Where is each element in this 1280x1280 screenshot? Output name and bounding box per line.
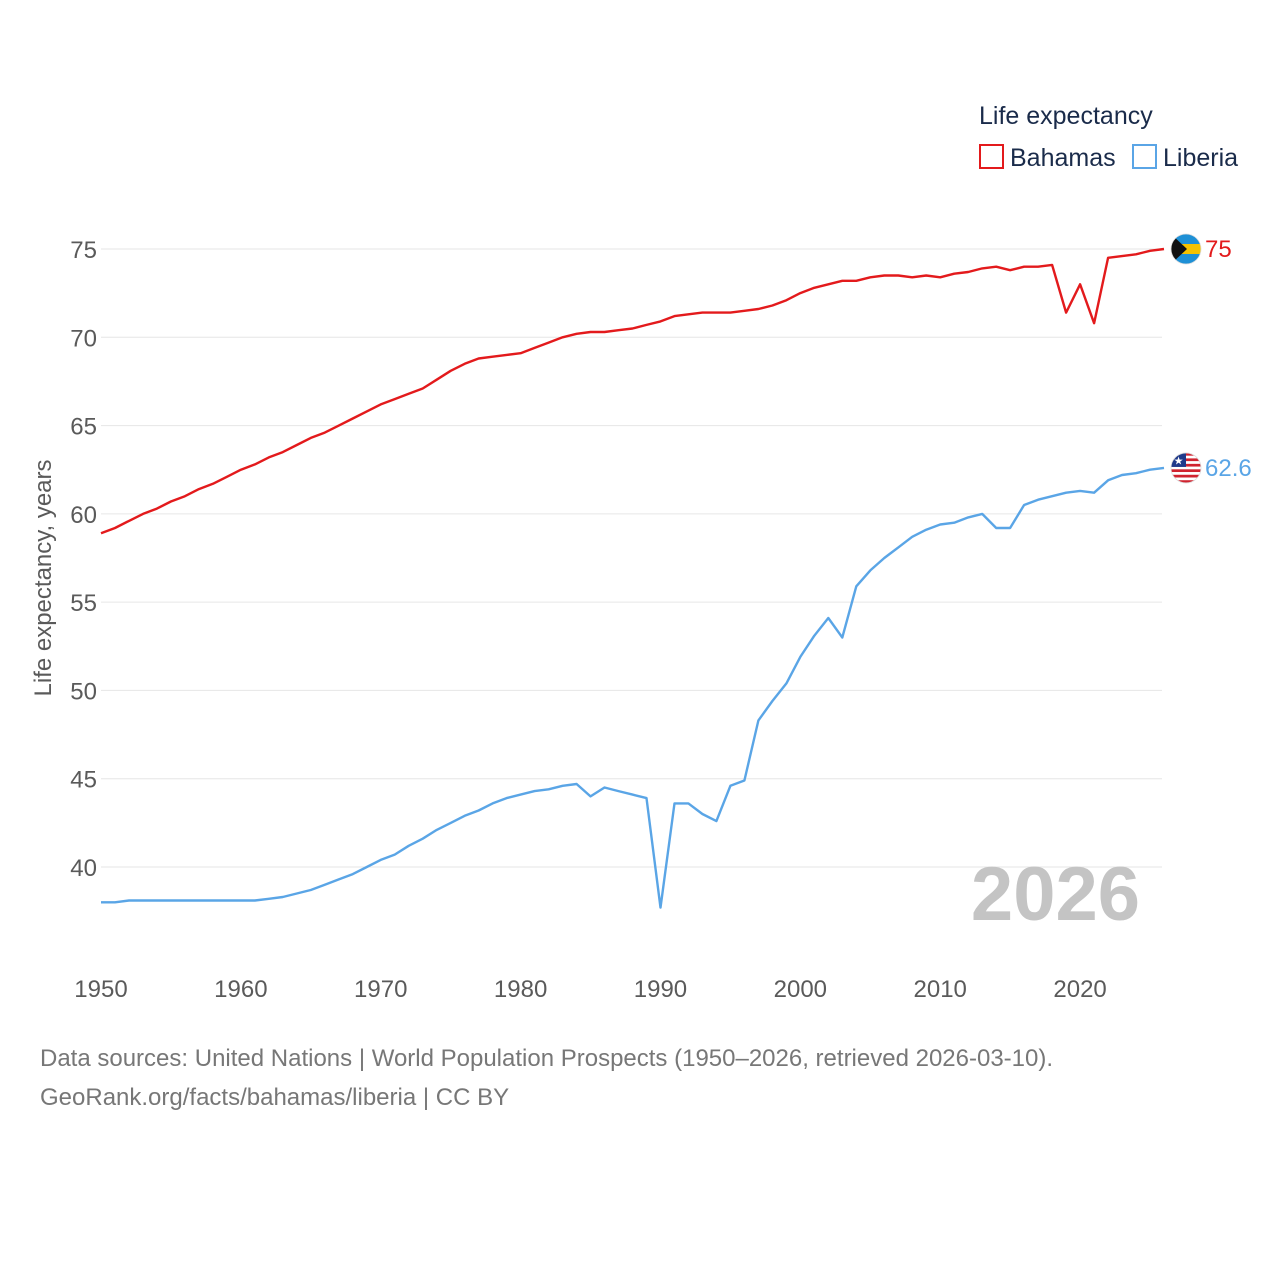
end-label-liberia: 62.6	[1205, 455, 1252, 482]
gridlines	[101, 248, 1162, 868]
legend-swatch-liberia	[1132, 144, 1157, 169]
svg-text:★: ★	[1174, 454, 1184, 467]
x-tick-1970: 1970	[354, 976, 407, 1003]
y-axis-ticks: 40 45 50 55 60 65 70 75	[70, 237, 97, 882]
y-tick-50: 50	[70, 678, 97, 705]
series-lines	[100, 247, 1165, 909]
x-tick-1950: 1950	[74, 976, 127, 1003]
series-line-liberia	[101, 466, 1165, 909]
y-tick-45: 45	[70, 767, 97, 794]
x-tick-2010: 2010	[914, 976, 967, 1003]
credit-link[interactable]: GeoRank.org/facts/bahamas/liberia | CC B…	[40, 1084, 510, 1111]
y-tick-70: 70	[70, 325, 97, 352]
x-tick-1980: 1980	[494, 976, 547, 1003]
end-label-bahamas: 75	[1205, 236, 1232, 263]
y-tick-55: 55	[70, 590, 97, 617]
x-tick-1990: 1990	[634, 976, 687, 1003]
series-line-bahamas	[100, 247, 1165, 535]
liberia-flag-icon: ★	[1170, 452, 1202, 484]
bahamas-flag-icon	[1170, 233, 1202, 265]
x-tick-2000: 2000	[774, 976, 827, 1003]
year-watermark: 2026	[971, 852, 1140, 937]
y-tick-75: 75	[70, 237, 97, 264]
legend: Life expectancy Bahamas Liberia	[979, 102, 1238, 172]
line-chart: 40 45 50 55 60 65 70 75 1950 1960 1970 1980 1990 200…	[30, 102, 1252, 1003]
series-end-labels: 75 ★ 62.6	[1170, 233, 1252, 484]
legend-swatch-bahamas	[979, 144, 1004, 169]
legend-label-liberia: Liberia	[1163, 144, 1238, 172]
legend-item-liberia[interactable]: Liberia	[1132, 144, 1238, 172]
x-tick-1960: 1960	[214, 976, 267, 1003]
x-tick-2020: 2020	[1053, 976, 1106, 1003]
legend-item-bahamas[interactable]: Bahamas	[979, 144, 1116, 172]
y-tick-65: 65	[70, 414, 97, 441]
data-sources-note: Data sources: United Nations | World Pop…	[40, 1045, 1054, 1072]
y-tick-40: 40	[70, 855, 97, 882]
y-tick-60: 60	[70, 502, 97, 529]
x-axis-ticks: 1950 1960 1970 1980 1990 2000 2010 2020	[74, 976, 1106, 1003]
legend-title: Life expectancy	[979, 102, 1153, 130]
y-axis-label: Life expectancy, years	[30, 459, 57, 696]
legend-label-bahamas: Bahamas	[1010, 144, 1116, 172]
